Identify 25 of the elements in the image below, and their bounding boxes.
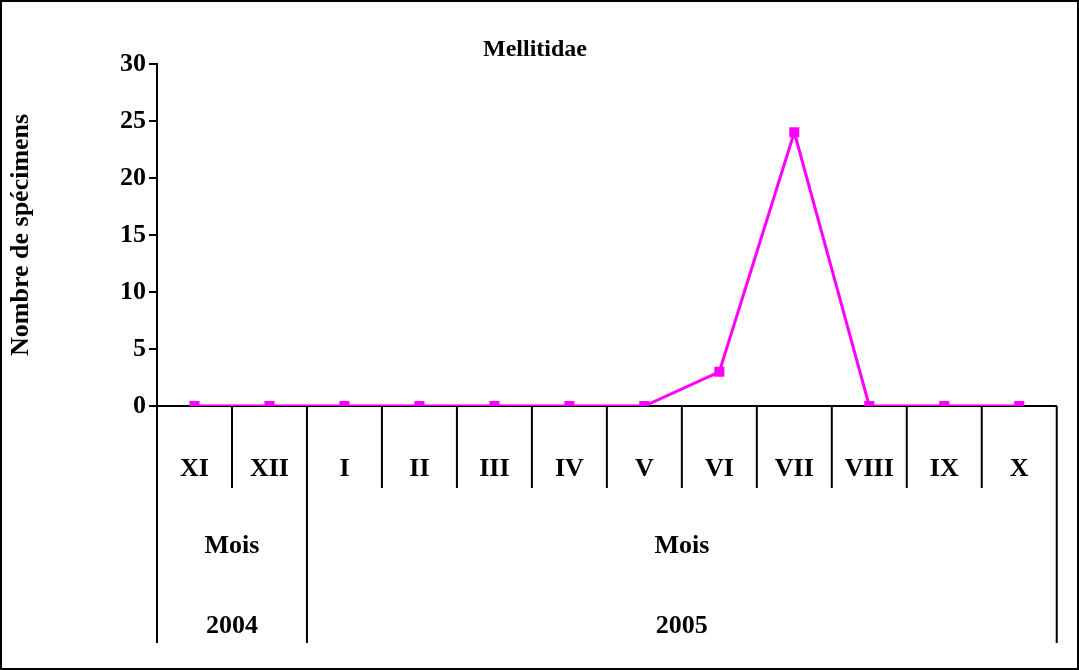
y-tick-label: 30 (120, 47, 146, 77)
y-tick-label: 0 (133, 389, 146, 419)
x-tick-label: III (479, 453, 510, 483)
text: Mois (204, 529, 260, 559)
x-tick-label: VIII (844, 453, 894, 483)
x-tick-label: V (634, 453, 654, 483)
y-tick-label: 10 (120, 275, 146, 305)
y-tick-label: 5 (133, 332, 146, 362)
x-tick-label: X (1009, 453, 1029, 483)
y-tick-label: 25 (120, 104, 146, 134)
x-tick-label: XI (180, 453, 209, 483)
x-tick-label: XII (249, 453, 289, 483)
x-tick-label: I (339, 453, 350, 483)
x-tick-label: VII (774, 453, 814, 483)
x-tick-label: VI (704, 453, 734, 483)
y-tick-label: 15 (120, 218, 146, 248)
text: 2004 (205, 609, 258, 639)
x-tick-label: IV (554, 453, 585, 483)
text: Mois (654, 529, 710, 559)
y-axis-title: Nombre de spécimens (5, 113, 35, 356)
x-tick-label: II (409, 453, 430, 483)
chart-title: Mellitidae (483, 34, 588, 61)
text: 2005 (655, 609, 708, 639)
y-tick-label: 20 (120, 161, 146, 191)
x-tick-label: IX (929, 453, 959, 483)
